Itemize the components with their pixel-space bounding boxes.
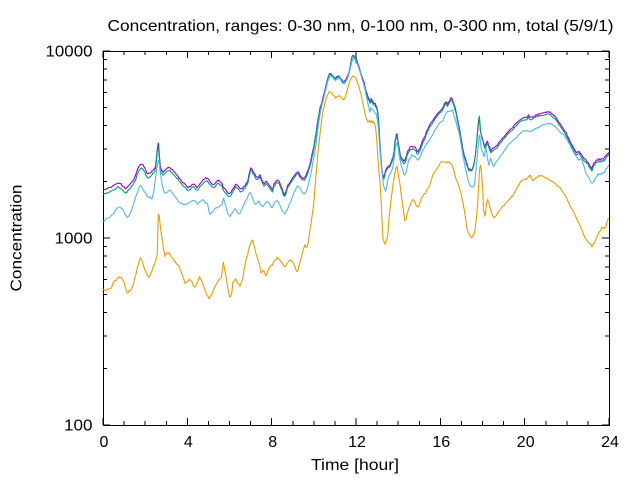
- svg-text:0: 0: [100, 434, 109, 451]
- svg-text:16: 16: [432, 434, 450, 451]
- svg-text:24: 24: [601, 434, 619, 451]
- svg-text:10000: 10000: [46, 44, 93, 61]
- svg-text:4: 4: [184, 434, 193, 451]
- svg-text:Time [hour]: Time [hour]: [311, 457, 399, 474]
- svg-text:1000: 1000: [55, 231, 93, 248]
- svg-text:Concentration: Concentration: [9, 185, 26, 292]
- svg-text:20: 20: [517, 434, 535, 451]
- svg-text:100: 100: [64, 418, 93, 435]
- svg-text:12: 12: [348, 434, 366, 451]
- svg-text:8: 8: [268, 434, 277, 451]
- svg-text:Concentration, ranges: 0-30 nm: Concentration, ranges: 0-30 nm, 0-100 nm…: [108, 18, 614, 35]
